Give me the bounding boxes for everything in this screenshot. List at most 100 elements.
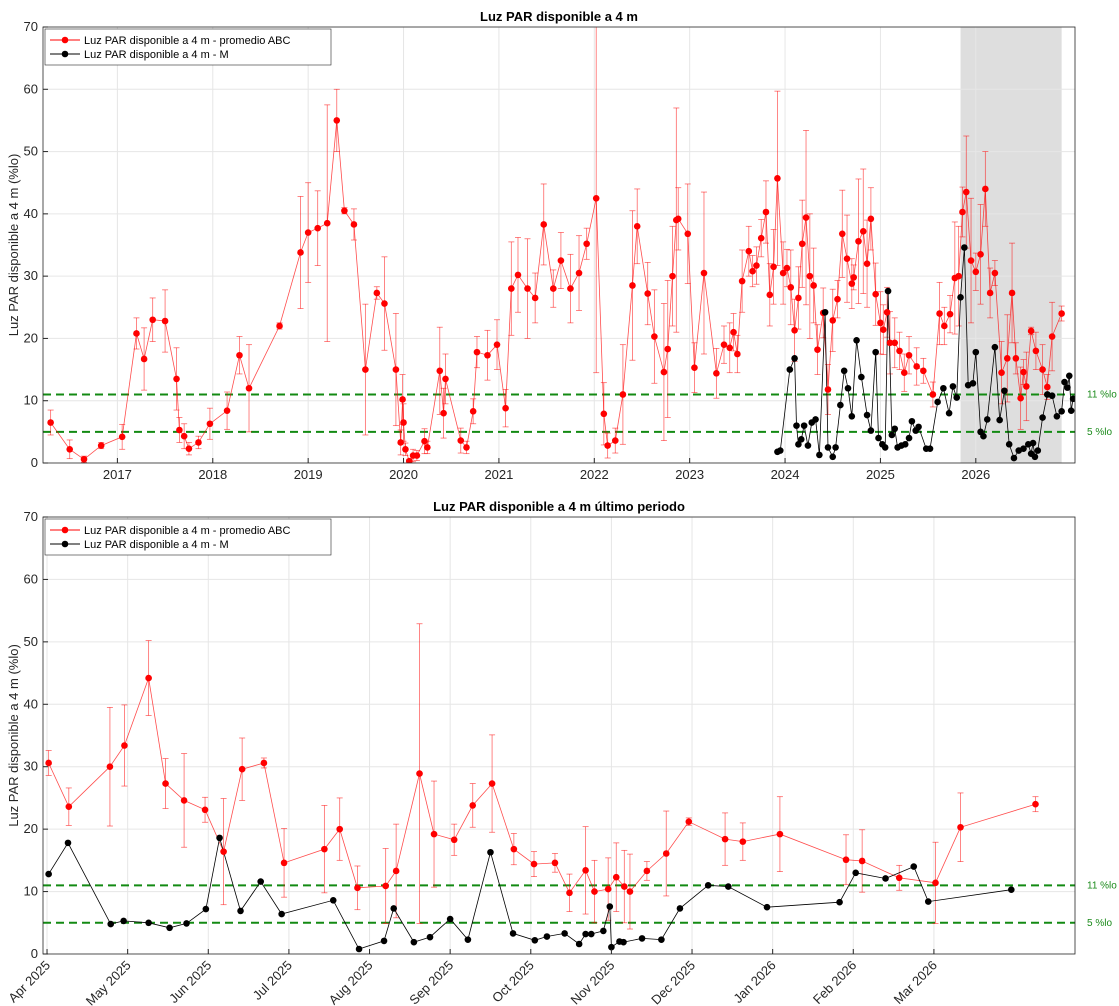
data-point bbox=[972, 268, 980, 276]
data-point bbox=[795, 294, 802, 302]
x-tick-label: Mar 2026 bbox=[891, 958, 940, 1006]
data-point bbox=[745, 247, 753, 255]
x-tick-label: 2018 bbox=[198, 467, 227, 482]
data-point bbox=[392, 366, 400, 373]
data-point bbox=[872, 348, 879, 356]
y-tick-label: 60 bbox=[24, 571, 38, 586]
data-point bbox=[304, 229, 312, 236]
data-point bbox=[166, 924, 173, 932]
x-tick-label: Feb 2026 bbox=[810, 958, 859, 1006]
x-tick-label: Sep 2025 bbox=[406, 958, 456, 1006]
data-point bbox=[891, 339, 899, 347]
data-point bbox=[858, 373, 865, 381]
data-point bbox=[314, 224, 321, 232]
data-point bbox=[440, 409, 447, 417]
data-point bbox=[834, 295, 841, 303]
data-point bbox=[908, 417, 916, 425]
data-point bbox=[592, 194, 600, 202]
data-point bbox=[557, 257, 565, 264]
data-point bbox=[608, 943, 615, 951]
legend: Luz PAR disponible a 4 m - promedio ABC L… bbox=[44, 28, 332, 66]
data-point bbox=[700, 269, 708, 277]
data-point bbox=[955, 272, 962, 280]
data-point bbox=[183, 920, 190, 927]
data-point bbox=[567, 285, 574, 292]
data-point bbox=[397, 439, 404, 446]
data-point bbox=[691, 364, 698, 372]
data-point bbox=[783, 264, 791, 272]
x-tick-label: Jun 2025 bbox=[166, 958, 214, 1006]
data-point bbox=[402, 445, 409, 453]
data-point bbox=[180, 432, 188, 440]
data-point bbox=[1029, 439, 1037, 447]
data-point bbox=[644, 290, 652, 297]
data-point bbox=[812, 416, 819, 423]
data-point bbox=[1003, 355, 1011, 362]
data-point bbox=[355, 945, 363, 953]
data-point bbox=[591, 888, 598, 895]
data-point bbox=[1065, 372, 1073, 380]
data-point bbox=[446, 915, 454, 923]
legend-text: Luz PAR disponible a 4 m - promedio ABC bbox=[84, 525, 291, 537]
data-point bbox=[1012, 355, 1020, 362]
data-point bbox=[961, 244, 968, 251]
data-point bbox=[509, 930, 517, 937]
data-point bbox=[323, 219, 331, 227]
data-point bbox=[905, 434, 913, 442]
data-point bbox=[531, 294, 539, 302]
data-point bbox=[936, 310, 943, 317]
data-point bbox=[1027, 327, 1035, 335]
data-point bbox=[901, 441, 909, 448]
data-point bbox=[739, 838, 747, 845]
data-point bbox=[121, 742, 128, 749]
data-point bbox=[886, 339, 894, 347]
data-point bbox=[236, 351, 243, 359]
plot-area bbox=[43, 27, 1075, 463]
x-tick-label: 2022 bbox=[580, 467, 609, 482]
data-point bbox=[260, 759, 268, 767]
data-point bbox=[508, 285, 515, 292]
data-point bbox=[982, 185, 989, 193]
y-tick-label: 70 bbox=[24, 509, 38, 524]
data-point bbox=[606, 903, 614, 910]
data-point bbox=[941, 322, 948, 330]
data-point bbox=[802, 214, 810, 221]
data-point bbox=[896, 347, 903, 355]
data-point bbox=[329, 897, 337, 904]
data-point bbox=[1048, 333, 1056, 340]
data-point bbox=[530, 860, 538, 868]
data-point bbox=[787, 284, 795, 291]
data-point bbox=[926, 445, 934, 452]
data-point bbox=[464, 936, 472, 943]
data-point bbox=[991, 269, 999, 277]
data-point bbox=[962, 188, 970, 196]
data-point bbox=[297, 249, 304, 256]
data-point bbox=[791, 355, 798, 362]
data-point bbox=[1032, 347, 1040, 355]
data-point bbox=[1032, 800, 1039, 808]
data-point bbox=[669, 272, 676, 280]
data-point bbox=[945, 409, 953, 417]
data-point bbox=[1069, 395, 1075, 403]
data-point bbox=[45, 759, 52, 767]
data-point bbox=[421, 437, 428, 445]
data-point bbox=[855, 237, 862, 245]
x-tick-label: 2019 bbox=[294, 467, 323, 482]
data-point bbox=[362, 366, 369, 373]
x-tick-label: 2024 bbox=[771, 467, 800, 482]
data-point bbox=[1020, 368, 1027, 376]
data-point bbox=[713, 370, 720, 377]
data-point bbox=[779, 269, 787, 277]
data-point bbox=[725, 883, 732, 890]
data-point bbox=[413, 452, 421, 459]
data-point bbox=[600, 927, 607, 935]
data-point bbox=[118, 433, 126, 441]
data-point bbox=[238, 765, 246, 773]
data-point bbox=[883, 308, 891, 316]
data-point bbox=[382, 882, 389, 890]
data-point bbox=[463, 444, 470, 451]
data-point bbox=[843, 255, 851, 263]
data-point bbox=[946, 310, 954, 318]
data-point bbox=[821, 308, 829, 316]
